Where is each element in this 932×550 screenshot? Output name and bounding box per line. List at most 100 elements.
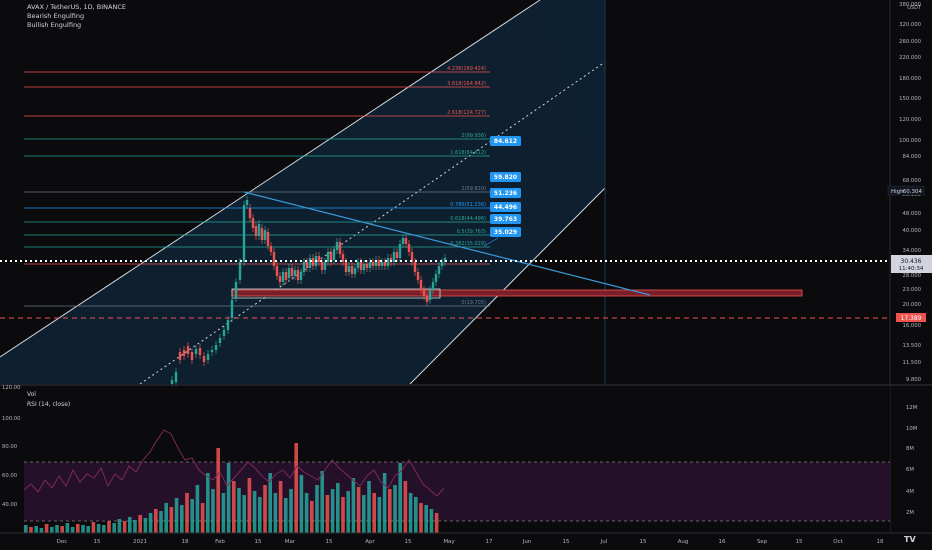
volume-bar	[154, 509, 158, 533]
volume-bar	[419, 503, 423, 533]
price-axis-tick: 34.000	[902, 248, 921, 254]
time-axis-tick: Dec	[57, 539, 68, 545]
volume-bar	[320, 471, 324, 533]
candle-body	[440, 262, 444, 266]
price-callout-box[interactable]	[490, 188, 521, 198]
candle-body	[404, 238, 408, 244]
volume-bar	[310, 501, 314, 533]
channel-upper-line[interactable]	[0, 0, 541, 358]
volume-bar	[159, 511, 163, 533]
price-callout-box[interactable]	[490, 214, 521, 224]
symbol-line[interactable]: AVAX / TetherUS, 1D, BINANCE	[27, 3, 126, 11]
volume-bar	[169, 507, 174, 533]
price-callout-label: 51.236	[494, 190, 517, 197]
volume-axis-tick: 12M	[906, 405, 918, 411]
candle-body	[272, 252, 276, 266]
volume-axis-tick: 8M	[906, 446, 914, 452]
candle-body	[275, 266, 279, 276]
time-axis-tick: Jun	[522, 539, 532, 545]
price-callout-box[interactable]	[490, 202, 521, 212]
volume-bar	[102, 525, 106, 533]
rsi-axis[interactable]: 120.00 100.00 80.00 60.00 40.00	[2, 385, 21, 508]
volume-bar	[325, 495, 330, 533]
volume-bar	[232, 481, 236, 533]
volume-bar	[86, 526, 90, 533]
volume-bar	[382, 473, 387, 533]
time-axis-tick: May	[443, 539, 455, 545]
volume-bar	[362, 495, 366, 533]
support-value-label: 17.389	[901, 315, 922, 322]
rsi-label: RSI (14, close)	[27, 401, 70, 408]
price-callout-box[interactable]	[490, 227, 521, 237]
rsi-axis-tick: 100.00	[2, 416, 21, 422]
candle-body	[278, 276, 282, 282]
volume-axis[interactable]: 12M 10M 8M 6M 4M 2M	[906, 405, 918, 516]
candle-body	[374, 260, 378, 266]
support-zone-box[interactable]	[231, 288, 441, 299]
price-axis[interactable]: 380.000 320.000 260.000 220.000 180.000 150.0…	[899, 2, 922, 383]
price-callout-box[interactable]	[490, 172, 521, 182]
time-axis-tick: Jul	[600, 539, 608, 545]
volume-bar	[34, 526, 38, 533]
candle-body	[293, 270, 297, 276]
volume-bar	[398, 463, 402, 533]
time-axis[interactable]: Dec 15 2021 18 Feb 15 Mar 15 Apr 15 May 17 Jun 15 Jul 1…	[57, 539, 884, 545]
volume-bar	[133, 520, 137, 533]
volume-bar	[200, 503, 205, 533]
indicator-bullish-engulfing[interactable]: Bullish Engulfing	[27, 21, 82, 29]
indicator-bearish-engulfing[interactable]: Bearish Engulfing	[27, 12, 85, 20]
candle-body	[323, 262, 327, 270]
volume-bar	[237, 488, 241, 533]
candle-body	[263, 230, 267, 240]
candle-body	[234, 282, 238, 298]
chart-header: AVAX / TetherUS, 1D, BINANCE Bearish Eng…	[27, 3, 126, 30]
channel-lower-line[interactable]	[409, 187, 606, 384]
volume-bar	[247, 478, 252, 533]
candle-body	[257, 224, 261, 236]
price-callout-label: 59.820	[494, 174, 517, 181]
fib-level-label: 1(59.820)	[461, 186, 486, 192]
price-axis-tick: 40.000	[902, 228, 921, 234]
candle-body	[290, 268, 294, 276]
price-axis-tick: 180.000	[899, 76, 922, 82]
volume-bar	[284, 498, 288, 533]
candle-body	[296, 270, 300, 280]
descending-trendline[interactable]	[243, 191, 651, 296]
rsi-line	[23, 429, 445, 497]
volume-bar	[278, 481, 283, 533]
candle-body	[410, 252, 414, 262]
candle-body	[434, 274, 438, 282]
candle-body	[269, 246, 273, 252]
volume-bar	[221, 493, 226, 533]
time-axis-tick: 15	[405, 539, 412, 545]
price-callout-box[interactable]	[490, 136, 521, 146]
volume-bar	[180, 505, 184, 533]
volume-axis-tick: 6M	[906, 467, 914, 473]
time-axis-tick: Oct	[833, 539, 843, 545]
volume-bar	[403, 481, 408, 533]
volume-bar	[76, 524, 80, 533]
volume-bar	[185, 493, 189, 533]
rsi-volume-pane[interactable]	[0, 386, 890, 533]
candle-body	[335, 242, 339, 250]
channel-mid-line[interactable]	[139, 61, 606, 384]
candle-body	[198, 348, 202, 355]
candle-body	[281, 272, 285, 282]
volume-bar	[336, 483, 340, 533]
support-zone[interactable]	[231, 289, 803, 297]
volume-bar	[273, 493, 278, 533]
fib-level-label: 0.5(39.763)	[457, 229, 486, 235]
candle-body	[251, 218, 255, 228]
candle-body	[178, 352, 182, 360]
volume-bar	[29, 527, 33, 533]
volume-bar	[91, 522, 96, 533]
candle-body	[299, 272, 303, 280]
candle-body	[362, 264, 366, 270]
volume-bar	[174, 498, 179, 533]
volume-bar	[294, 443, 298, 533]
volume-bars	[24, 443, 439, 533]
volume-bar	[372, 493, 376, 533]
volume-bar	[143, 518, 148, 533]
candle-body	[341, 254, 345, 262]
